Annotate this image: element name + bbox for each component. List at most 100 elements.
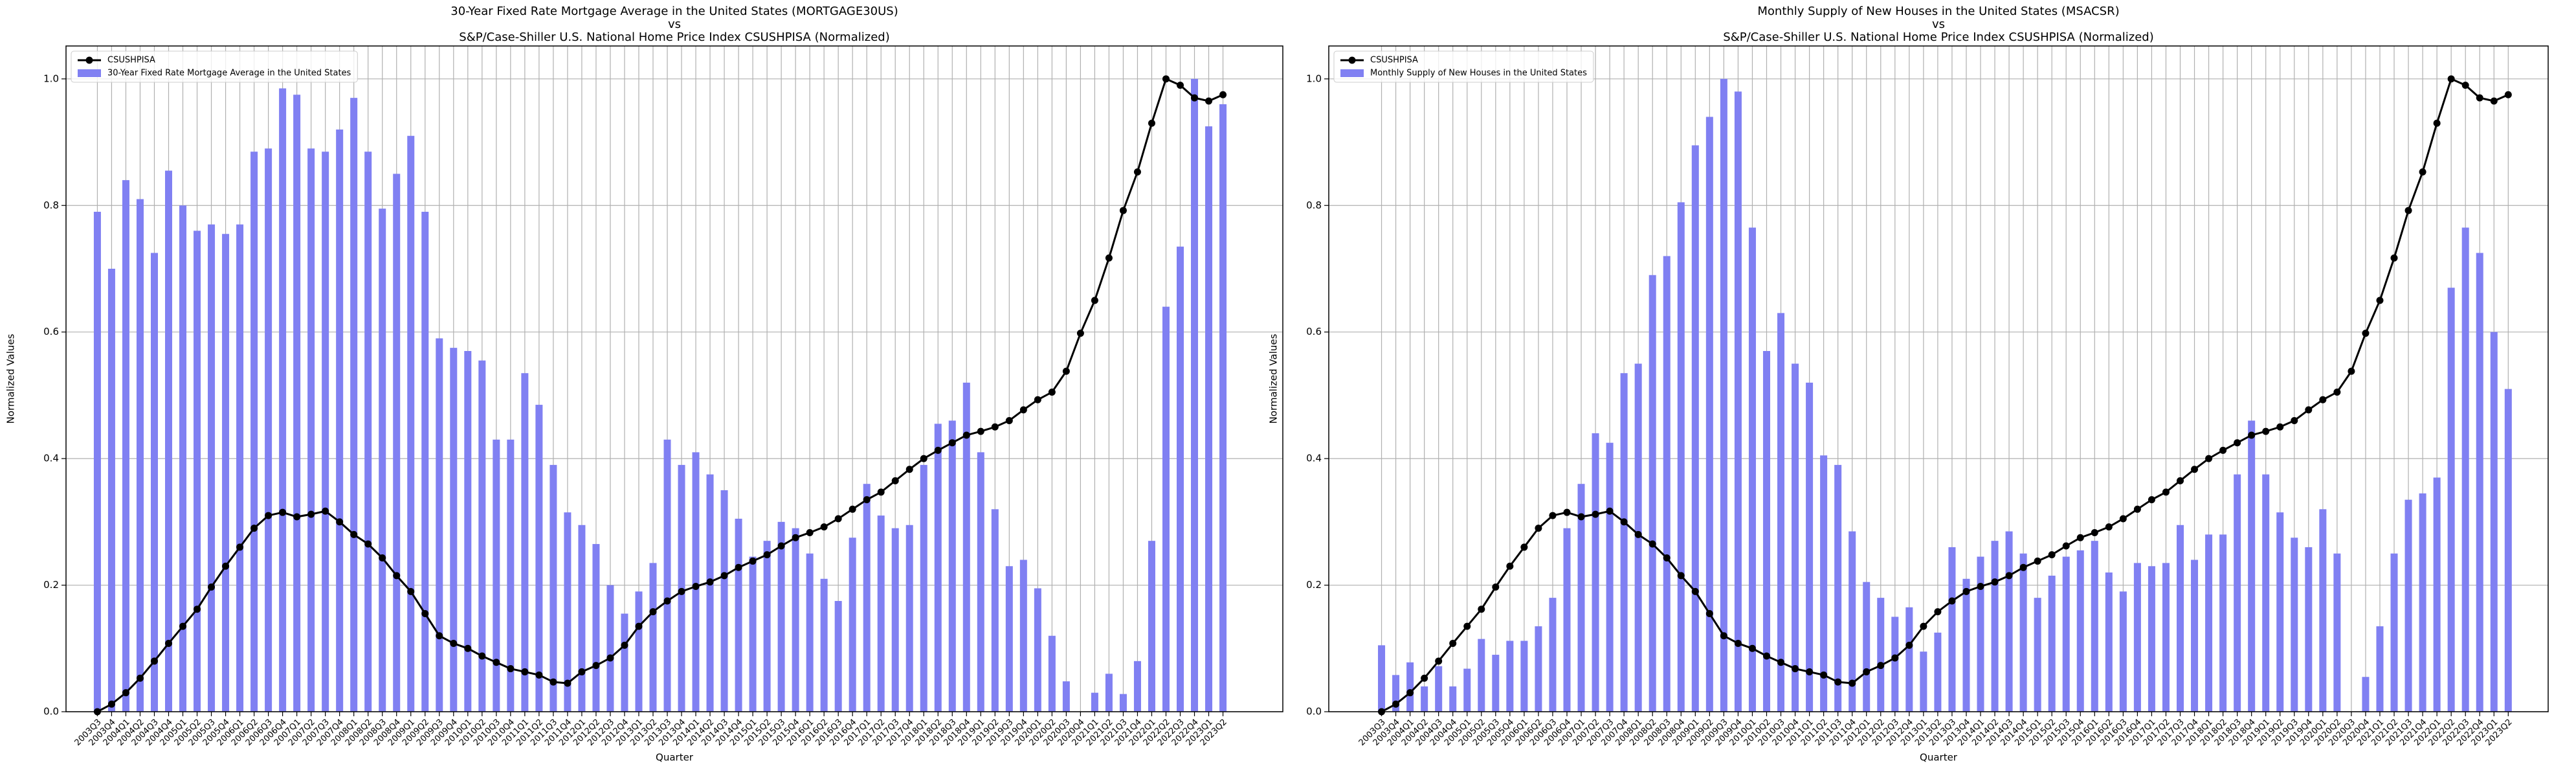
- marker: [1849, 679, 1856, 687]
- legend-label: Monthly Supply of New Houses in the Unit…: [1370, 69, 1587, 78]
- marker: [2076, 534, 2084, 541]
- marker: [1634, 530, 1642, 538]
- bar: [621, 613, 628, 712]
- bar: [2034, 598, 2041, 712]
- bar: [1792, 363, 1799, 712]
- marker: [792, 534, 799, 541]
- marker: [2376, 297, 2384, 304]
- marker: [663, 597, 671, 605]
- bar: [436, 338, 443, 712]
- marker: [1920, 622, 1927, 630]
- marker: [550, 678, 557, 686]
- marker: [1620, 518, 1628, 526]
- marker: [2133, 505, 2141, 513]
- bar: [236, 224, 244, 712]
- marker: [2062, 542, 2070, 550]
- marker: [2305, 406, 2313, 414]
- bar: [1478, 639, 1485, 712]
- bar: [2390, 553, 2398, 712]
- y-tick-label: 0.2: [1306, 579, 1322, 591]
- bar: [2476, 253, 2483, 712]
- marker: [763, 551, 771, 559]
- bar: [877, 515, 885, 712]
- bar: [179, 205, 187, 712]
- marker: [1691, 587, 1699, 595]
- marker: [2176, 477, 2184, 484]
- bar: [222, 234, 230, 712]
- marker: [478, 652, 486, 660]
- bar: [2319, 509, 2327, 712]
- marker: [692, 583, 700, 591]
- bar: [464, 351, 472, 712]
- chart-title: S&P/Case-Shiller U.S. National Home Pric…: [1723, 30, 2153, 44]
- bar: [2105, 572, 2113, 712]
- bar: [1034, 588, 1041, 712]
- bar: [977, 452, 984, 712]
- marker: [1606, 507, 1614, 515]
- bar: [2205, 534, 2213, 712]
- marker: [1133, 168, 1141, 176]
- chart-title: S&P/Case-Shiller U.S. National Home Pric…: [459, 30, 889, 44]
- marker: [2504, 91, 2512, 98]
- bar: [1962, 578, 1970, 712]
- marker: [2447, 75, 2455, 83]
- marker: [2476, 94, 2483, 102]
- bar: [2419, 493, 2426, 712]
- marker: [350, 530, 358, 538]
- marker: [136, 674, 144, 682]
- marker: [1148, 119, 1155, 127]
- marker: [1062, 367, 1070, 375]
- marker: [493, 659, 500, 666]
- bar: [1691, 145, 1699, 712]
- marker: [393, 572, 401, 580]
- bar: [606, 585, 614, 712]
- y-tick-label: 0.0: [1306, 706, 1322, 718]
- legend-label: 30-Year Fixed Rate Mortgage Average in t…: [107, 69, 351, 78]
- marker: [1891, 654, 1899, 662]
- bar: [948, 420, 956, 712]
- legend-swatch: [1340, 69, 1364, 77]
- bar: [2005, 531, 2013, 712]
- legend-swatch: [78, 69, 101, 77]
- marker: [2248, 431, 2256, 439]
- marker: [150, 657, 158, 665]
- marker: [1219, 91, 1227, 98]
- bar: [777, 521, 785, 712]
- marker: [222, 562, 230, 570]
- bar: [493, 439, 500, 712]
- bar: [720, 490, 728, 712]
- marker: [2362, 330, 2370, 337]
- marker: [1105, 254, 1113, 262]
- x-axis-label: Quarter: [1920, 752, 1958, 764]
- bar: [991, 509, 999, 712]
- bar: [1148, 541, 1155, 712]
- bar: [1162, 306, 1170, 712]
- marker: [1748, 644, 1756, 652]
- bar: [2404, 499, 2412, 712]
- marker: [1991, 578, 1999, 586]
- bar: [706, 474, 714, 712]
- bar: [1176, 246, 1184, 712]
- marker: [1549, 512, 1557, 519]
- legend-swatch: [85, 56, 93, 64]
- bar: [2076, 550, 2084, 712]
- bar: [1577, 484, 1585, 712]
- marker: [250, 525, 258, 532]
- bar: [1205, 126, 1213, 712]
- bar: [336, 129, 344, 712]
- marker: [1463, 622, 1471, 630]
- plot-frame: [1328, 45, 2549, 712]
- bar: [1048, 635, 1056, 712]
- marker: [1492, 583, 1500, 591]
- bar: [1563, 528, 1571, 712]
- marker: [1392, 700, 1400, 708]
- bar: [1891, 617, 1899, 712]
- bar: [1506, 640, 1514, 712]
- y-tick-label: 0.0: [43, 706, 59, 718]
- bar: [692, 452, 700, 712]
- bar: [407, 135, 415, 712]
- marker: [1048, 389, 1056, 396]
- marker: [649, 608, 657, 616]
- y-tick-label: 0.4: [43, 453, 59, 464]
